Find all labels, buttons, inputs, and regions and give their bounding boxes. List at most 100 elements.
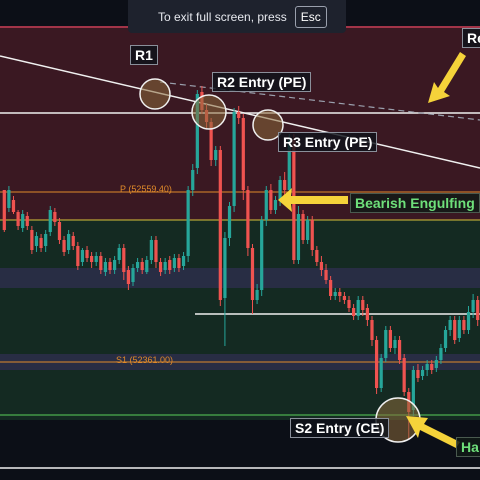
candle-body [324,270,328,280]
candle-body [214,150,218,160]
candle-body [181,256,186,266]
candle-body [71,236,75,246]
pivot-s1-label: S1 (52361.00) [116,355,174,365]
candle-body [315,250,319,262]
candle-body [296,214,301,260]
candle-body [7,190,11,208]
s2-arrow-icon [406,416,460,448]
s2-label: S2 Entry (CE) [290,418,390,438]
ha-label-fragment: Ha [456,437,480,457]
candle-body [439,348,443,360]
r3-label: R3 Entry (PE) [278,132,378,152]
candle-body [301,214,305,240]
bearish-engulfing-label: Bearish Engulfing [350,193,480,213]
candle-body [283,180,287,190]
candle-body [186,190,190,256]
candle-body [416,370,420,378]
candle-body [2,190,6,230]
candle-body [218,150,222,300]
candle-body [434,360,438,368]
toast-text: To exit full screen, press [158,9,287,24]
candle-body [90,256,94,262]
candle-body [149,240,153,260]
candle-body [448,320,452,330]
candle-body [278,180,282,200]
candle-body [168,260,172,270]
candle-body [103,262,108,272]
candle-body [246,190,250,248]
r1-label: R1 [130,45,158,65]
candle-body [223,238,227,298]
candle-body [99,256,103,270]
candle-body [21,214,25,228]
candle-body [25,216,29,226]
candle-body [388,330,392,348]
candle-body [108,262,112,270]
candle-body [16,212,20,226]
candle-body [471,300,475,312]
candle-body [319,262,324,270]
candle-body [476,300,480,320]
candle-body [361,300,365,310]
candle-body [126,270,131,284]
candle-body [112,260,117,270]
candle-body [131,268,135,282]
pivot-p-label: P (52559.40) [120,184,172,194]
candle-body [30,230,34,250]
candle-body [67,234,71,250]
candle-body [347,300,351,308]
candle-body [232,112,236,206]
candle-body [384,330,388,358]
resistance-zone [0,26,480,220]
engulfing-arrow-icon [278,188,348,212]
candle-body [94,256,98,262]
candle-body [411,370,415,410]
candle-body [172,258,176,268]
candle-body [209,122,213,160]
candle-body [250,248,255,300]
candle-body [140,262,144,270]
candle-body [53,212,57,222]
candle-body [374,340,379,388]
r1-circle [139,78,171,110]
candle-body [425,364,429,370]
candle-body [177,258,181,268]
candles [2,86,480,440]
candle-body [457,320,461,338]
candle-body [11,200,16,212]
candle-body [237,112,241,118]
candle-body [379,358,383,388]
candle-body [241,118,245,190]
r2-circle [191,94,227,130]
esc-key[interactable]: Esc [294,5,327,28]
candle-body [260,220,264,290]
candle-body [191,170,195,190]
candle-body [443,330,448,348]
candle-body [310,220,314,250]
candle-body [466,312,471,330]
candle-body [264,190,268,220]
candle-body [453,320,457,340]
candle-body [154,240,158,262]
candle-body [80,250,85,262]
candle-body [62,240,66,252]
candle-body [269,190,273,210]
candle-body [365,308,370,320]
candle-body [227,206,232,238]
candle-body [397,340,402,360]
candle-body [163,262,167,270]
candle-body [57,222,62,240]
candle-body [338,292,342,296]
candle-body [329,280,333,296]
candle-body [76,246,80,266]
candle-body [85,250,89,258]
candle-body [195,94,199,168]
candle-body [135,262,140,268]
candle-body [44,234,48,246]
candle-body [145,260,149,272]
r3-circle [252,109,284,141]
candle-body [430,364,434,370]
candle-body [287,140,291,190]
candle-body [273,200,278,210]
